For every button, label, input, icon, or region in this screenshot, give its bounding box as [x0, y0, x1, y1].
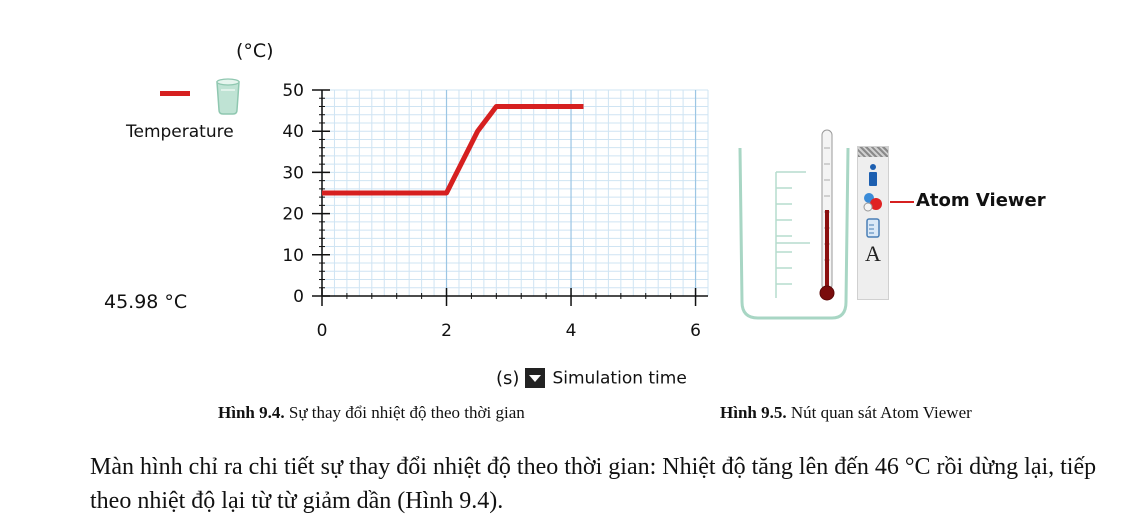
body-paragraph: Màn hình chỉ ra chi tiết sự thay đổi nhi…: [90, 454, 1097, 514]
y-tick-label: 30: [282, 163, 304, 183]
beaker-icon[interactable]: [212, 76, 244, 116]
temperature-series-line: [322, 104, 584, 196]
info-icon[interactable]: [865, 163, 881, 187]
x-tick-label: 0: [317, 321, 328, 340]
temperature-chart: 0 10 20 30 40 50 0 2 4 6: [282, 81, 709, 340]
viewer-toolbar: A: [857, 146, 889, 300]
atom-icon[interactable]: [862, 191, 884, 213]
caption-text: Nút quan sát Atom Viewer: [786, 403, 972, 422]
temperature-readout: 45.98 °C: [104, 291, 188, 313]
y-tick-label: 0: [293, 287, 304, 307]
callout-line: [890, 201, 914, 203]
text-tool-icon[interactable]: A: [865, 241, 881, 266]
x-axis-menu-label[interactable]: Simulation time: [552, 368, 687, 389]
y-tick-label: 10: [282, 246, 304, 266]
toolbar-grip[interactable]: [858, 147, 888, 157]
figure-9-4-caption: Hình 9.4. Sự thay đổi nhiệt độ theo thời…: [218, 403, 525, 423]
x-axis-unit: (s): [496, 368, 520, 389]
beaker-tool-icon[interactable]: [865, 217, 881, 239]
caption-number: Hình 9.5.: [720, 403, 787, 422]
y-tick-label: 50: [282, 81, 304, 101]
x-tick-label: 6: [690, 321, 701, 340]
caption-text: Sự thay đổi nhiệt độ theo thời gian: [284, 403, 525, 422]
figure-9-5-caption: Hình 9.5. Nút quan sát Atom Viewer: [720, 403, 972, 423]
legend-label: Temperature: [126, 122, 234, 142]
beaker-thermometer-illustration: [738, 129, 850, 320]
y-tick-label: 40: [282, 122, 304, 142]
x-tick-label: 2: [441, 321, 452, 340]
y-tick-label: 20: [282, 205, 304, 225]
x-tick-label: 4: [566, 321, 577, 340]
x-axis-dropdown-icon[interactable]: [525, 367, 546, 388]
y-axis-unit: (°C): [236, 40, 274, 62]
atom-viewer-callout: Atom Viewer: [916, 190, 1046, 211]
legend-line-swatch: [160, 91, 190, 96]
x-axis-controls: (s) Simulation time: [496, 367, 687, 389]
caption-number: Hình 9.4.: [218, 403, 285, 422]
